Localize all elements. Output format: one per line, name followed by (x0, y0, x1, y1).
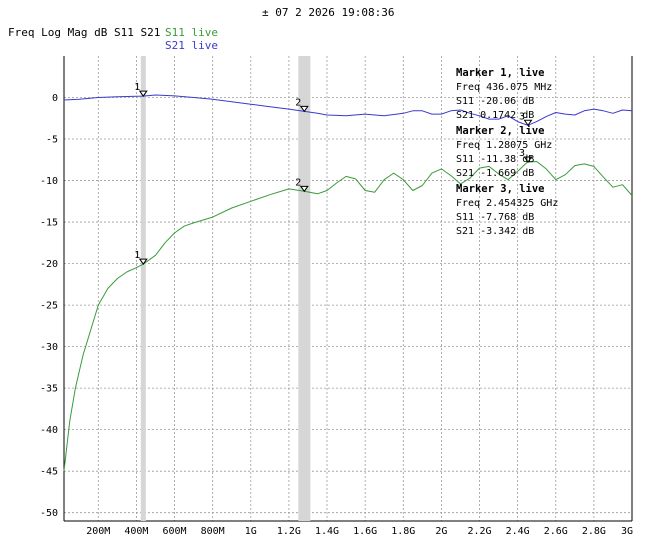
y-tick-label: -10 (40, 176, 58, 187)
marker-info-s21: S21 -3.342 dB (456, 226, 534, 237)
series (63, 94, 633, 472)
y-tick-label: -5 (46, 135, 58, 146)
grid (63, 56, 633, 522)
marker-triangle (523, 156, 533, 163)
series-line-s11 (63, 161, 633, 472)
marker-label: 3 (519, 148, 525, 159)
x-tick-label: 1.4G (315, 526, 339, 537)
marker-info-s11: S11 -11.38 dB (456, 154, 534, 165)
x-tick-label: 2.6G (544, 526, 568, 537)
x-tick-label: 1.6G (353, 526, 377, 537)
x-tick-label: 800M (201, 526, 225, 537)
marker-triangle (523, 119, 533, 127)
marker-label: 1 (134, 82, 140, 93)
y-tick-labels: 0 -5 -10 -15 -20 -25 -30 -35 -40 -45 -50 (40, 93, 58, 519)
marker-info-panel: Marker 1, live Freq 436.075 MHz S11 -20.06… (456, 67, 558, 237)
x-tick-label: 3G (621, 526, 633, 537)
marker-band (298, 56, 311, 521)
marker-label: 2 (295, 97, 301, 108)
x-tick-label: 400M (124, 526, 148, 537)
series-line-s21 (63, 94, 633, 126)
marker-triangle (138, 90, 148, 97)
datetime-label: ± 07 2 2026 19:08:36 (262, 6, 395, 19)
marker-info-title: Marker 3, live (456, 183, 545, 195)
marker-info-freq: Freq 2.454325 GHz (456, 198, 558, 209)
marker-info-s11: S11 -7.768 dB (456, 212, 534, 223)
x-tick-label: 2.8G (582, 526, 606, 537)
y-tick-label: -20 (40, 259, 58, 270)
x-tick-label: 200M (86, 526, 110, 537)
y-tick-label: -25 (40, 301, 58, 312)
marker-info-freq: Freq 436.075 MHz (456, 82, 552, 93)
y-tick-label: -45 (40, 467, 58, 478)
x-tick-label: 1.2G (277, 526, 301, 537)
x-tick-label: 2.4G (506, 526, 530, 537)
x-tick-label: 2G (435, 526, 447, 537)
x-tick-label: 2.2G (467, 526, 491, 537)
x-tick-label: 1G (245, 526, 257, 537)
x-tick-label: 1.8G (391, 526, 415, 537)
marker-band (140, 56, 146, 521)
marker-info-s21: S21 -1.669 dB (456, 168, 534, 179)
marker-label: 3 (519, 111, 525, 122)
marker-info-title: Marker 1, live (456, 67, 545, 79)
marker-info-freq: Freq 1.28075 GHz (456, 140, 552, 151)
y-tick-label: -40 (40, 425, 58, 436)
y-tick-label: -30 (40, 342, 58, 353)
marker-info-s21: S21 0.1742 dB (456, 110, 534, 121)
x-tick-label: 600M (163, 526, 187, 537)
marker-info-s11: S11 -20.06 dB (456, 96, 534, 107)
y-tick-label: -50 (40, 508, 58, 519)
y-tick-label: -35 (40, 384, 58, 395)
y-tick-label: 0 (52, 93, 58, 104)
marker-info-title: Marker 2, live (456, 125, 545, 137)
marker-triangle (138, 258, 148, 265)
markers: 1 1 2 2 3 3 (134, 82, 533, 265)
x-tick-labels: 200M 400M 600M 800M 1G 1.2G 1.4G 1.6G 1.8G 2G 2.2G… (86, 526, 633, 537)
s11-legend-label: S11 live (165, 26, 218, 39)
marker-label: 2 (295, 177, 301, 188)
s21-legend-label: S21 live (165, 39, 218, 52)
y-tick-label: -15 (40, 218, 58, 229)
marker-triangle (299, 185, 309, 193)
marker-triangle (299, 105, 309, 113)
marker-bands (140, 56, 311, 521)
marker-label: 1 (134, 250, 140, 261)
mode-label: Freq Log Mag dB S11 S21 (8, 26, 161, 39)
